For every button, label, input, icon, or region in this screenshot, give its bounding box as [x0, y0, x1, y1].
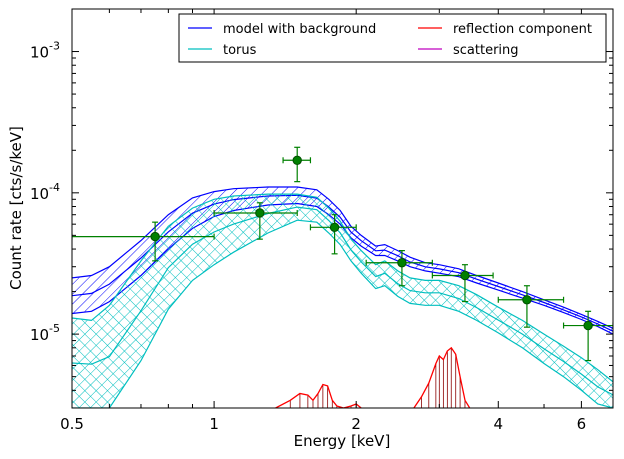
data-marker: [522, 295, 532, 305]
data-marker: [255, 208, 265, 218]
data-point: [365, 250, 433, 287]
legend-label: torus: [223, 43, 257, 58]
data-marker: [292, 155, 302, 165]
band-upper-model-with-background: [72, 186, 613, 329]
legend: model with background reflection componen…: [178, 13, 607, 63]
y-tick-label: 10-4: [30, 181, 60, 203]
x-tick-label: 2: [351, 415, 361, 433]
band-torus: [72, 194, 613, 408]
y-axis-label: Count rate [cts/s/keV]: [7, 126, 25, 290]
x-tick-label: 1: [209, 415, 219, 433]
data-point: [562, 310, 613, 362]
y-tick-label: 10-3: [30, 40, 60, 62]
x-tick-label: 0.5: [60, 415, 84, 433]
y-tick-label: 10-5: [30, 322, 60, 344]
x-tick-label: 4: [494, 415, 504, 433]
data-point: [213, 202, 298, 240]
legend-label: scattering: [453, 43, 519, 58]
line-reflection-component: [275, 383, 362, 408]
data-point: [431, 264, 494, 303]
legend-label: model with background: [223, 22, 376, 37]
data-point: [72, 221, 215, 262]
data-marker: [150, 231, 160, 242]
data-marker: [583, 320, 593, 331]
data-point: [497, 285, 565, 328]
data-point: [309, 214, 357, 255]
band-model-with-background: [72, 187, 613, 335]
legend-frame: [178, 13, 607, 63]
x-tick-label: 6: [577, 415, 587, 433]
x-axis-label: Energy [keV]: [294, 432, 391, 450]
data-marker: [460, 270, 470, 281]
plot-frame: [71, 8, 614, 409]
data-marker: [397, 258, 407, 268]
band-upper-torus: [72, 193, 613, 383]
axes: 0.5 1 2 4 6 10-5 10-4 10-3: [30, 8, 614, 433]
line-reflection-component: [413, 346, 471, 408]
data-point: [282, 146, 312, 183]
band-center-torus: [72, 206, 613, 396]
data-marker: [329, 222, 340, 233]
band-lower-torus: [72, 219, 613, 408]
legend-label: reflection component: [453, 22, 592, 37]
plot-area: [72, 146, 613, 408]
